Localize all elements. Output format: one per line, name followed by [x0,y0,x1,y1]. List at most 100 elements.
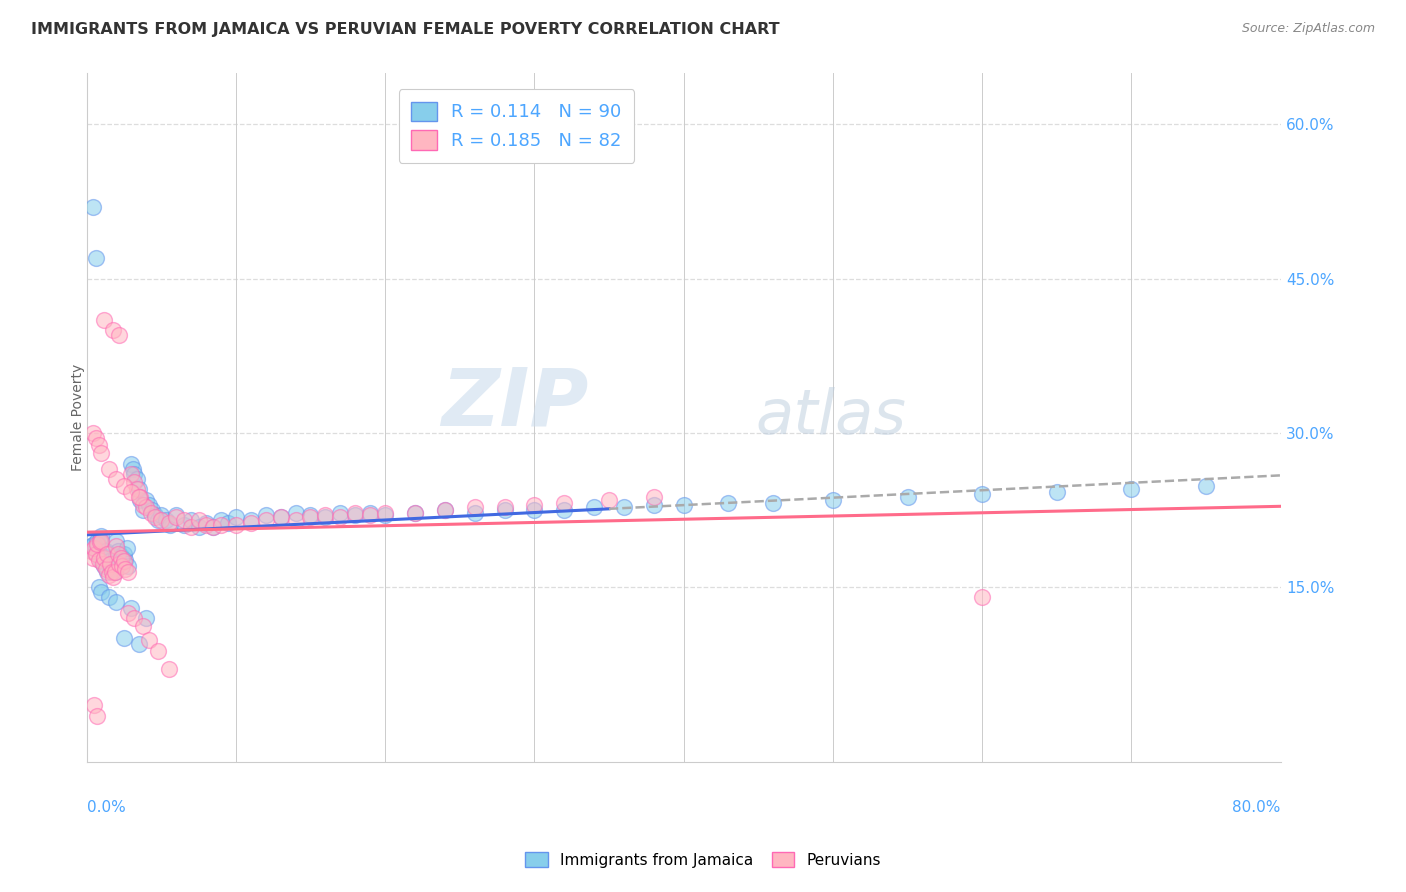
Point [155,513,177,527]
Point [128,636,150,650]
Point [150,508,173,522]
Point [129,492,152,507]
Point [135,611,157,625]
Point [433,503,456,517]
Text: 80.0%: 80.0% [1232,799,1281,814]
Point [112,632,135,646]
Point [89,534,111,549]
Text: atlas: atlas [755,387,907,448]
Point [135,492,157,507]
Point [270,510,292,524]
Point [254,513,277,527]
Point [583,500,606,514]
Point [90,528,112,542]
Point [672,498,695,512]
Point [494,500,516,514]
Point [254,508,277,522]
Point [494,503,516,517]
Point [86,533,108,548]
Point [128,490,150,504]
Point [105,533,128,548]
Legend: Immigrants from Jamaica, Peruvians: Immigrants from Jamaica, Peruvians [519,846,887,873]
Point [105,472,128,486]
Point [110,549,132,564]
Point [82,551,104,566]
Point [83,537,105,551]
Point [100,559,122,574]
Point [86,537,108,551]
Point [404,506,426,520]
Point [97,591,120,605]
Point [84,251,107,265]
Point [141,503,163,517]
Point [209,513,232,527]
Point [120,467,142,481]
Point [239,516,262,531]
Point [124,475,146,490]
Point [82,544,104,558]
Point [94,544,117,558]
Text: IMMIGRANTS FROM JAMAICA VS PERUVIAN FEMALE POVERTY CORRELATION CHART: IMMIGRANTS FROM JAMAICA VS PERUVIAN FEMA… [31,22,779,37]
Point [80,539,103,553]
Point [100,558,122,572]
Point [643,498,665,512]
Point [82,200,104,214]
Point [127,472,149,486]
Point [359,506,381,520]
Point [114,561,136,575]
Point [344,506,367,520]
Point [111,559,134,574]
Point [103,558,125,572]
Point [91,549,114,564]
Point [91,558,114,572]
Point [104,565,127,579]
Point [643,490,665,504]
Point [404,506,426,520]
Point [93,312,115,326]
Point [359,508,381,522]
Point [148,513,170,527]
Point [195,518,218,533]
Point [114,553,136,567]
Point [105,539,128,553]
Point [374,508,396,522]
Point [180,513,202,527]
Point [374,506,396,520]
Point [523,503,546,517]
Point [284,506,307,520]
Point [132,619,155,633]
Point [117,606,139,620]
Point [150,513,173,527]
Text: Source: ZipAtlas.com: Source: ZipAtlas.com [1241,22,1375,36]
Text: ZIP: ZIP [440,365,588,442]
Point [148,644,170,658]
Point [187,513,209,527]
Point [82,425,104,440]
Point [120,457,142,471]
Point [972,591,994,605]
Point [103,323,125,337]
Point [107,544,129,558]
Point [129,490,152,504]
Point [87,546,110,560]
Point [523,498,546,512]
Point [270,510,292,524]
Point [180,520,202,534]
Point [124,467,146,481]
Point [202,520,225,534]
Point [128,483,150,497]
Point [173,513,195,527]
Point [97,554,120,568]
Y-axis label: Female Poverty: Female Poverty [72,364,86,471]
Point [157,662,180,676]
Point [202,520,225,534]
Point [97,462,120,476]
Point [110,551,132,566]
Point [96,547,118,561]
Point [972,487,994,501]
Point [717,496,740,510]
Point [329,510,352,524]
Point [896,490,918,504]
Point [299,510,322,524]
Point [112,547,135,561]
